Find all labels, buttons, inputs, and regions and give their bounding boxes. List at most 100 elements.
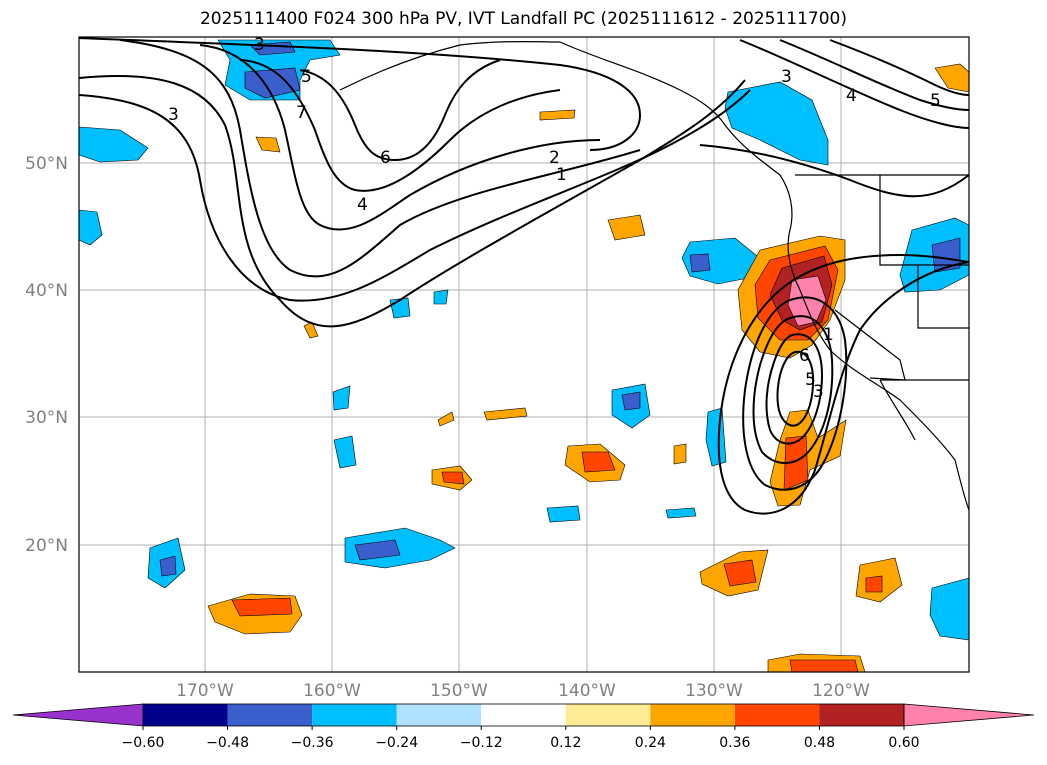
neg-region-off-oregon — [681, 237, 758, 285]
neg-region-se-15n — [929, 577, 970, 641]
lat-label-20n: 20°N — [25, 536, 68, 556]
contour-label-coast-5: 5 — [805, 370, 816, 390]
contour-label-2: 2 — [549, 148, 560, 168]
colorbar-tick-label: −0.48 — [206, 735, 249, 751]
lat-label-40n: 40°N — [25, 281, 68, 301]
pos-region-16n-mid — [723, 559, 757, 587]
lon-label-150w: 150°W — [430, 681, 488, 701]
colorbar-tick-label: −0.36 — [291, 735, 334, 751]
colorbar-bin — [396, 704, 482, 726]
contour-coast-outer — [717, 253, 970, 515]
pos-region-30n — [483, 407, 528, 421]
colorbar-tick-label: −0.12 — [460, 735, 503, 751]
lat-label-50n: 50°N — [25, 154, 68, 174]
pos-region-44n — [607, 214, 646, 241]
colorbar-bin — [481, 704, 566, 726]
contour-pacific-4 — [199, 44, 601, 231]
contour-pacific-2 — [78, 89, 751, 302]
lat-label-30n: 30°N — [25, 408, 68, 428]
colorbar-extend-high — [903, 703, 1035, 727]
colorbar-tick-label: −0.60 — [122, 735, 165, 751]
contour-pacific-3 — [119, 39, 641, 278]
baja-gulf-coast — [879, 379, 916, 441]
contour-label-ne-4: 4 — [846, 86, 857, 106]
contour-label-coast-6: 6 — [799, 346, 810, 366]
longitude-labels: 170°W 160°W 150°W 140°W 130°W 120°W — [176, 681, 870, 701]
colorbar-bin — [143, 704, 228, 726]
colorbar-tick-label: 0.12 — [550, 735, 581, 751]
contour-label-ne-3: 3 — [781, 67, 792, 87]
neg-region-gulf-alaska — [724, 81, 829, 166]
california-border — [834, 309, 906, 381]
colorbar: −0.60 −0.48 −0.36 −0.24 −0.12 0.12 0.24 0.36 0.4… — [12, 703, 1035, 751]
pos-region-baja-mid — [783, 435, 809, 491]
colorbar-bin — [819, 704, 904, 726]
colorbar-bin — [227, 704, 313, 726]
pos-region-15n-mid — [231, 597, 293, 617]
contour-label-coast-1: 1 — [823, 325, 834, 345]
colorbar-tick-label: 0.36 — [719, 735, 750, 751]
contour-label-3-west: 3 — [168, 105, 179, 125]
colorbar-bin — [650, 704, 735, 726]
pos-region-small-c — [539, 109, 576, 121]
contour-coast-2 — [742, 296, 848, 491]
contour-coast-4 — [765, 333, 824, 445]
neg-core-off-oregon — [689, 253, 711, 273]
lon-label-170w: 170°W — [176, 681, 234, 701]
map-title: 2025111400 F024 300 hPa PV, IVT Landfall… — [199, 9, 847, 29]
pos-region-25n-mid — [441, 471, 465, 485]
contour-label-1: 1 — [556, 165, 567, 185]
lon-label-130w: 130°W — [685, 681, 743, 701]
neg-region-small-4 — [546, 505, 581, 523]
contours — [78, 37, 970, 515]
contour-label-4: 4 — [357, 195, 368, 215]
contour-label-ne-5: 5 — [930, 91, 941, 111]
pos-region-small-b — [673, 443, 687, 465]
colorbar-tick-label: 0.60 — [888, 735, 919, 751]
colorbar-tick-label: 0.48 — [804, 735, 835, 751]
pos-region-se-mid — [865, 575, 883, 593]
contour-pacific-6 — [299, 59, 501, 162]
map-frame — [78, 36, 970, 673]
pos-region-small-d — [255, 136, 281, 153]
contour-label-5: 5 — [301, 67, 312, 87]
neg-core-sw-18n — [159, 555, 177, 577]
contour-label-coast-3: 3 — [813, 382, 824, 402]
neg-region-small-3 — [332, 385, 351, 411]
contour-pacific-top — [78, 37, 642, 151]
colorbar-outline — [142, 703, 905, 727]
colorbar-extend-low — [12, 703, 144, 727]
pos-region-27n-mid — [581, 451, 616, 473]
neg-region-26n — [333, 435, 357, 469]
lon-label-120w: 120°W — [812, 681, 870, 701]
neg-core-hawaii — [354, 539, 401, 561]
north-america-coastline — [559, 41, 970, 511]
neg-core-32n — [621, 391, 641, 411]
colorbar-bin — [312, 704, 397, 726]
pos-region-small-a — [437, 411, 455, 427]
colorbar-bin — [565, 704, 651, 726]
colorbar-bin — [734, 704, 820, 726]
contour-label-3-aleutian: 3 — [254, 35, 265, 55]
contour-labels: 3 5 7 3 6 4 2 1 3 4 5 6 5 3 1 — [168, 35, 941, 402]
pos-region-south-edge-mid — [789, 659, 859, 673]
state-border-1 — [879, 175, 969, 266]
contour-label-6: 6 — [380, 148, 391, 168]
coastlines — [339, 41, 970, 511]
neg-region-small-5 — [665, 507, 697, 519]
lon-label-160w: 160°W — [303, 681, 361, 701]
contour-ne-3 — [829, 39, 970, 96]
lon-label-140w: 140°W — [558, 681, 616, 701]
filled-anomalies — [78, 39, 970, 673]
contour-pacific-5 — [239, 59, 561, 192]
contour-coast-5 — [776, 350, 815, 427]
neg-core-interior — [931, 237, 961, 273]
alaska-coastline — [339, 41, 561, 91]
state-border-2 — [917, 265, 969, 329]
pos-region-small-e — [303, 321, 319, 339]
colorbar-tick-label: −0.24 — [375, 735, 418, 751]
neg-region-small-2 — [433, 289, 449, 305]
latitude-labels: 50°N 40°N 30°N 20°N — [25, 154, 68, 556]
contour-ne-1 — [739, 39, 970, 129]
